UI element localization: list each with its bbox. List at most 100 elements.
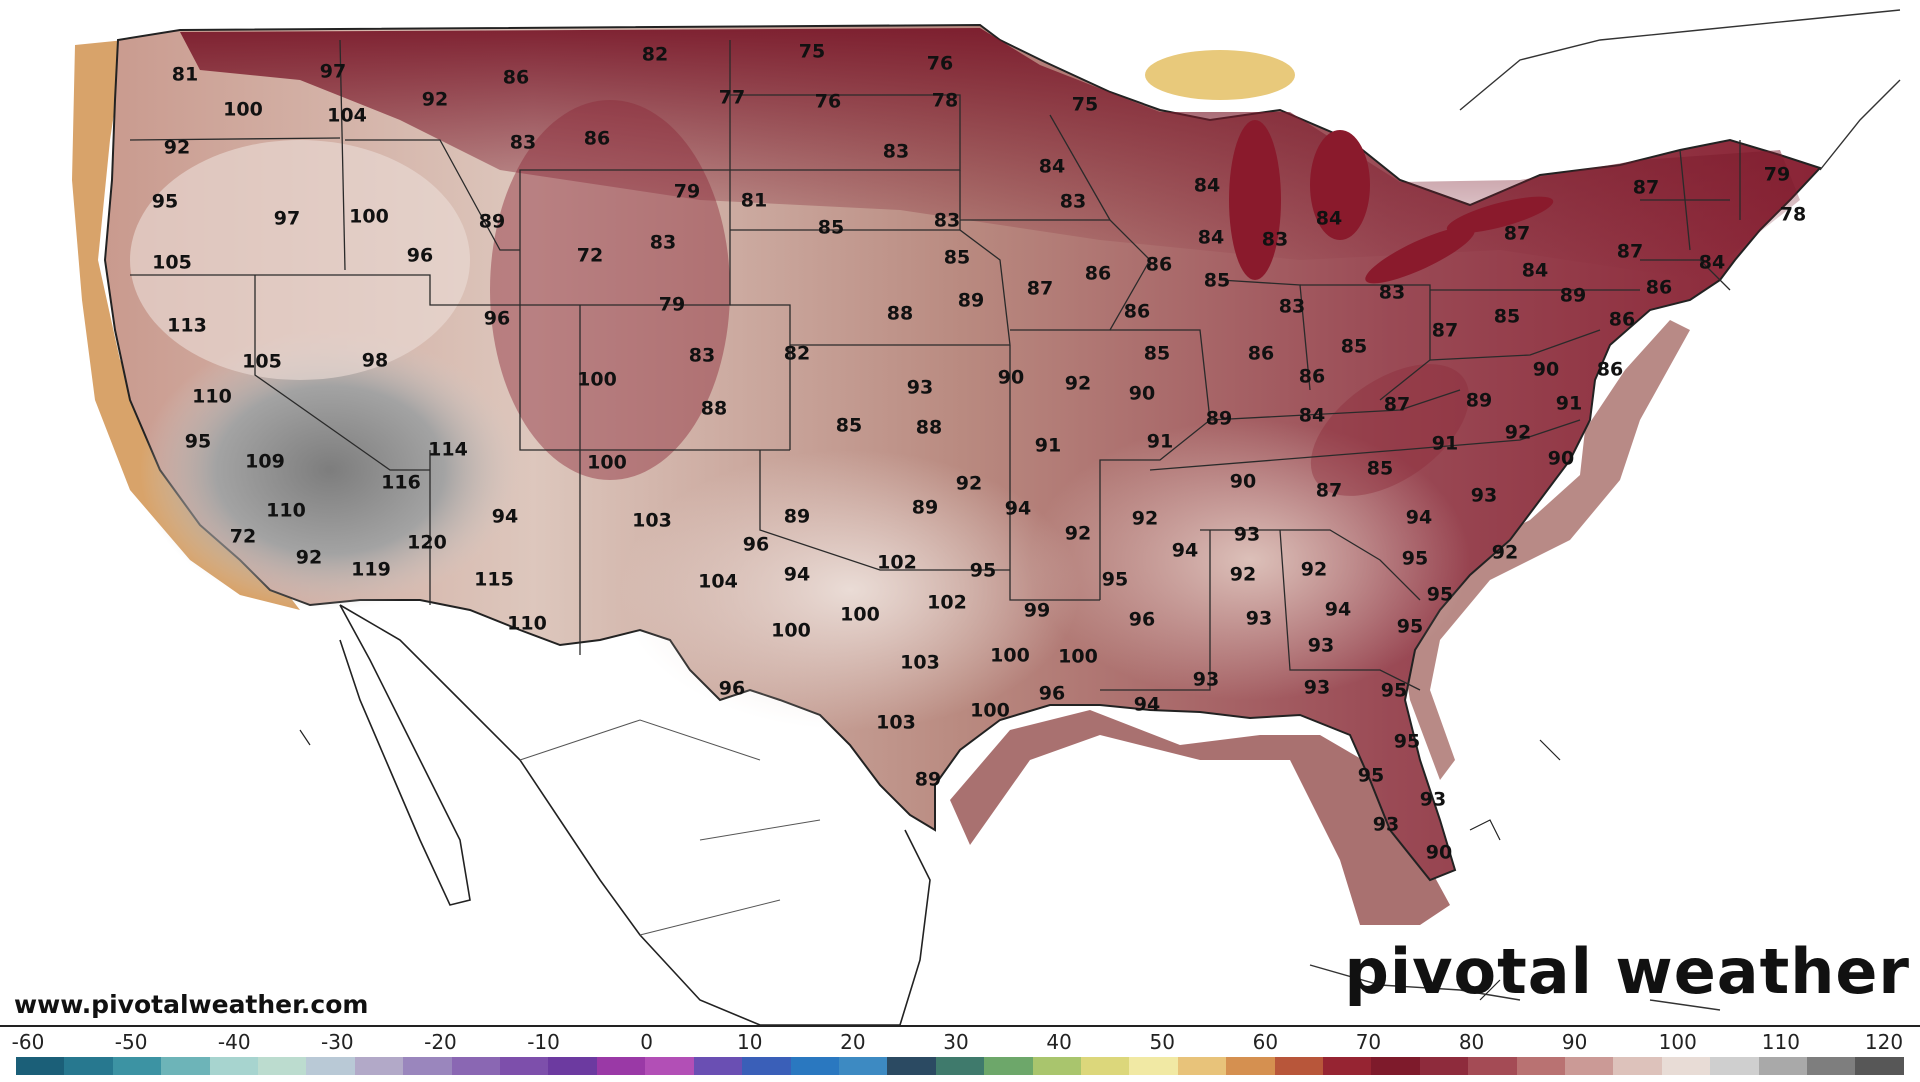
lake-erie (1365, 226, 1475, 284)
colorbar-swatch (306, 1057, 355, 1075)
colorbar-swatch (1468, 1057, 1517, 1075)
temperature-label: 81 (740, 189, 768, 212)
temperature-label: 87 (1632, 176, 1660, 199)
lake-ontario (1446, 196, 1554, 234)
colorbar-swatch (742, 1057, 791, 1075)
colorbar-swatch (354, 1057, 404, 1075)
texas-warm-zone (620, 450, 1080, 730)
colorbar-swatch (645, 1057, 694, 1075)
temperature-label: 92 (295, 546, 323, 569)
temperature-label: 86 (583, 127, 611, 150)
colorbar-swatch (1322, 1057, 1372, 1075)
temperature-label: 100 (577, 368, 617, 391)
map-panel: 81 97 92 82 75 76 77 76 78 75 86 100 104 92 83 86 83 84 84… (14, 9, 1910, 1025)
temperature-legend: -60 -50 -40 -30 -20 -10 0 10 20 30 40 50 60 70 80 90 100… (0, 1025, 1920, 1082)
appalachian-dark-zone (1310, 364, 1470, 496)
colorbar-swatch (1855, 1057, 1904, 1075)
legend-tick: -20 (424, 1030, 457, 1054)
colorbar-swatch (500, 1057, 549, 1075)
temperature-label: 92 (421, 88, 449, 111)
temperature-label: 89 (478, 210, 506, 233)
temperature-label: 89 (1205, 407, 1233, 430)
temperature-label: 86 (1596, 358, 1624, 381)
temperature-label: 100 (1058, 645, 1098, 668)
temperature-label: 84 (1298, 404, 1326, 427)
colorbar-swatch (161, 1057, 210, 1075)
colorbar-swatch (1129, 1057, 1178, 1075)
temperature-label: 90 (1425, 841, 1453, 864)
temperature-label: 84 (1197, 226, 1225, 249)
temperature-label: 77 (718, 86, 746, 109)
temperature-label: 95 (1396, 615, 1424, 638)
colorbar-swatch (1371, 1057, 1420, 1075)
temperature-label: 85 (943, 246, 971, 269)
temperature-label: 100 (970, 699, 1010, 722)
great-basin-light-zone (130, 140, 470, 380)
temperature-label: 86 (1298, 365, 1326, 388)
legend-tick: 60 (1252, 1030, 1279, 1054)
temperature-label: 90 (997, 366, 1025, 389)
temperature-label: 92 (1064, 522, 1092, 545)
colorbar (16, 1057, 1904, 1075)
temperature-label: 95 (1380, 679, 1408, 702)
temperature-label: 94 (783, 563, 811, 586)
temperature-label: 78 (931, 89, 959, 112)
legend-tick: -10 (527, 1030, 560, 1054)
temperature-label: 116 (381, 471, 421, 494)
temperature-label: 93 (1419, 788, 1447, 811)
colorbar-swatch (403, 1057, 452, 1075)
temperature-label: 96 (742, 533, 770, 556)
temperature-label: 92 (1300, 558, 1328, 581)
legend-tick: 20 (840, 1030, 866, 1054)
temperature-label: 90 (1229, 470, 1257, 493)
temperature-label: 100 (223, 98, 263, 121)
temperature-label: 100 (840, 603, 880, 626)
temperature-label: 86 (1123, 300, 1151, 323)
temperature-label: 95 (184, 430, 212, 453)
temperature-label: 95 (151, 190, 179, 213)
temperature-label: 87 (1383, 393, 1411, 416)
colorbar-swatches (16, 1057, 1904, 1075)
temperature-label: 89 (914, 768, 942, 791)
source-url[interactable]: www.pivotalweather.com (14, 990, 369, 1019)
colorbar-swatch (935, 1057, 985, 1075)
colorbar-swatch (1032, 1057, 1081, 1075)
temperature-label: 109 (245, 450, 285, 473)
temperature-label: 95 (1357, 764, 1385, 787)
colorbar-swatch (1807, 1057, 1856, 1075)
temperature-label: 97 (273, 207, 301, 230)
colorbar-swatch (1177, 1057, 1227, 1075)
temperature-label: 89 (1465, 389, 1493, 412)
colorbar-swatch (1565, 1057, 1614, 1075)
colorbar-swatch (693, 1057, 743, 1075)
temperature-label: 105 (242, 350, 282, 373)
temperature-label: 96 (718, 677, 746, 700)
temperature-label: 119 (351, 558, 391, 581)
temperature-label: 83 (1261, 228, 1289, 251)
temperature-label: 103 (632, 509, 672, 532)
temperature-map (72, 9, 1901, 1025)
temperature-label: 95 (1426, 583, 1454, 606)
temperature-label: 114 (428, 438, 468, 461)
temperature-label: 84 (1038, 155, 1066, 178)
temperature-label: 87 (1315, 479, 1343, 502)
temperature-label: 89 (1559, 284, 1587, 307)
temperature-label: 89 (783, 505, 811, 528)
temperature-label: 110 (507, 612, 547, 635)
pivotal-weather-logo: pivotal weather (1344, 935, 1910, 1008)
temperature-label: 85 (835, 414, 863, 437)
temperature-label: 91 (1431, 432, 1459, 455)
pacific-coastal-band (72, 40, 300, 610)
southwest-hot-zone (140, 330, 520, 610)
temperature-label: 88 (915, 416, 943, 439)
temperature-label: 83 (1378, 281, 1406, 304)
temperature-label: 91 (1555, 392, 1583, 415)
temperature-label: 110 (192, 385, 232, 408)
temperature-label: 92 (1504, 421, 1532, 444)
colorbar-swatch (64, 1057, 113, 1075)
rockies-dark-zone (490, 100, 730, 480)
temperature-label: 100 (349, 205, 389, 228)
colorbar-swatch (790, 1057, 839, 1075)
temperature-label: 83 (933, 209, 961, 232)
temperature-label: 85 (1143, 342, 1171, 365)
